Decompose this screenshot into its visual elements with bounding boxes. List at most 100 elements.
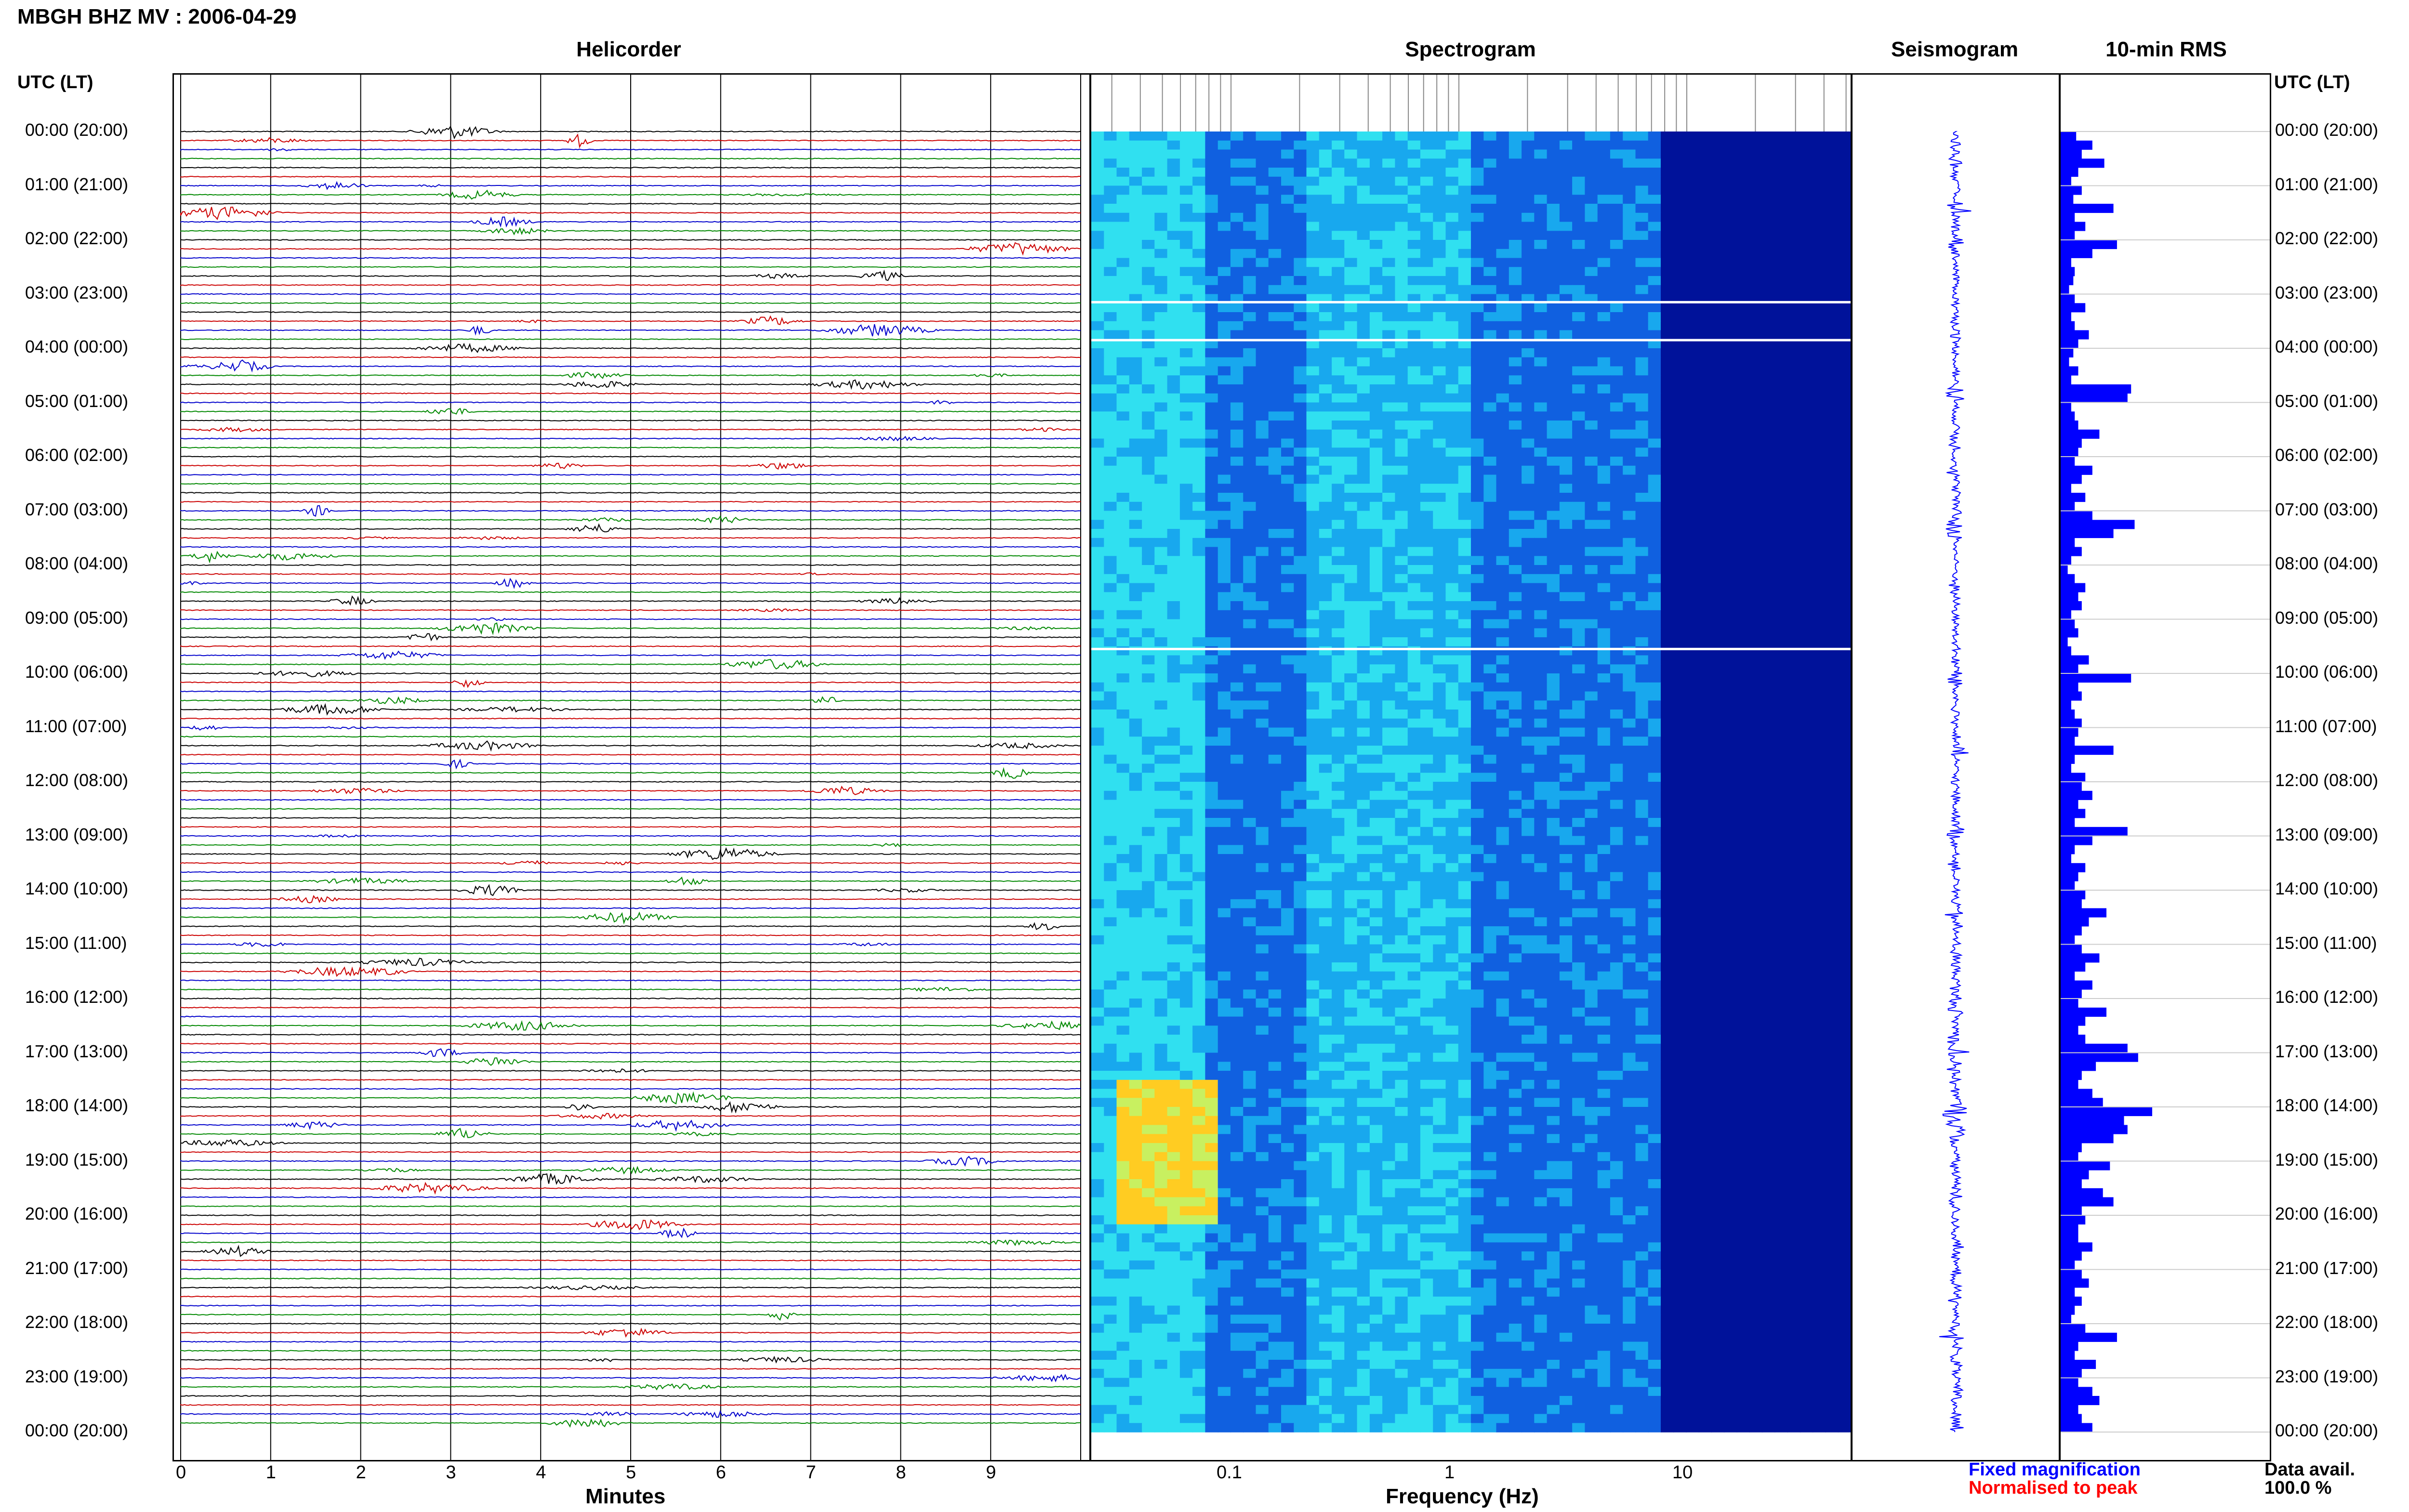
time-label-right: 00:00 (20:00) <box>2275 120 2379 140</box>
helicorder-trace <box>180 447 1081 449</box>
rms-title: 10-min RMS <box>2105 38 2227 61</box>
rms-bar <box>2061 637 2068 647</box>
helicorder-trace <box>180 216 1081 228</box>
helicorder-title: Helicorder <box>576 38 681 61</box>
helicorder-trace <box>180 942 1081 947</box>
time-label-left: 03:00 (23:00) <box>25 282 129 302</box>
helicorder-trace <box>180 1418 1081 1428</box>
helicorder-trace <box>180 1166 1081 1175</box>
time-label-right: 13:00 (09:00) <box>2275 824 2379 844</box>
helicorder-trace <box>180 717 1081 720</box>
time-label-left: 04:00 (00:00) <box>25 337 129 356</box>
rms-bar <box>2061 1360 2096 1369</box>
rms-bar <box>2061 258 2071 267</box>
time-label-right: 19:00 (15:00) <box>2275 1149 2379 1170</box>
helicorder-plot <box>180 75 1081 1460</box>
time-label-left: 22:00 (18:00) <box>25 1312 129 1332</box>
rms-bar <box>2061 321 2075 330</box>
time-label-left: 05:00 (01:00) <box>25 391 129 411</box>
rms-bar <box>2061 222 2086 231</box>
rms-bar <box>2061 1324 2086 1333</box>
time-label-right: 01:00 (21:00) <box>2275 174 2379 194</box>
spectrogram-tick-label: 1 <box>1444 1462 1455 1483</box>
helicorder-trace <box>180 435 1081 442</box>
rms-bar <box>2061 754 2075 764</box>
rms-bar <box>2061 556 2071 565</box>
rms-bar <box>2061 457 2075 466</box>
page-title: MBGH BHZ MV : 2006-04-29 <box>17 5 297 28</box>
helicorder-trace <box>180 785 1081 795</box>
helicorder-tick-label: 2 <box>356 1462 366 1483</box>
rms-bar <box>2061 818 2075 828</box>
helicorder-trace <box>180 1088 1081 1090</box>
helicorder-trace <box>180 324 1081 337</box>
helicorder-trace <box>180 1277 1081 1280</box>
rms-bar <box>2061 863 2086 872</box>
rms-bar <box>2061 168 2078 177</box>
time-label-left: 13:00 (09:00) <box>25 824 129 844</box>
rms-bar <box>2061 140 2092 150</box>
helicorder-trace <box>180 907 1081 909</box>
rms-bar <box>2061 1368 2082 1378</box>
seismogram-panel <box>1851 73 2060 1461</box>
helicorder-trace <box>180 895 1081 904</box>
helicorder-trace <box>180 1219 1081 1230</box>
helicorder-trace <box>180 1128 1081 1138</box>
helicorder-xlabel: Minutes <box>585 1485 666 1508</box>
helicorder-trace <box>180 125 1081 140</box>
helicorder-trace <box>180 206 1081 220</box>
helicorder-trace <box>180 645 1081 647</box>
rms-bar <box>2061 538 2075 547</box>
rms-bar <box>2061 1026 2078 1035</box>
helicorder-trace <box>180 617 1081 621</box>
rms-bar <box>2061 999 2078 1008</box>
rms-bar <box>2061 809 2086 818</box>
helicorder-trace <box>180 1048 1081 1057</box>
legend-fixed-magnification: Fixed magnification <box>1969 1459 2141 1480</box>
helicorder-trace <box>180 958 1081 966</box>
helicorder-trace <box>180 1214 1081 1216</box>
rms-bar <box>2061 474 2082 484</box>
time-label-right: 05:00 (01:00) <box>2275 391 2379 411</box>
helicorder-trace <box>180 1323 1081 1325</box>
helicorder-trace <box>180 1173 1081 1185</box>
helicorder-trace <box>180 578 1081 589</box>
rms-bar <box>2061 348 2074 358</box>
rms-bar <box>2061 1143 2082 1153</box>
helicorder-trace <box>180 979 1081 982</box>
helicorder-trace <box>180 515 1081 524</box>
rms-bar <box>2061 285 2069 294</box>
helicorder-trace <box>180 359 1081 373</box>
time-label-right: 12:00 (08:00) <box>2275 770 2379 790</box>
rms-bar <box>2061 402 2071 412</box>
rms-bar <box>2061 185 2082 195</box>
helicorder-tick-label: 7 <box>806 1462 816 1483</box>
rms-bar <box>2061 691 2082 701</box>
rms-bar <box>2061 836 2092 845</box>
helicorder-trace <box>180 1295 1081 1298</box>
rms-bar <box>2061 790 2092 800</box>
helicorder-trace <box>180 572 1081 576</box>
time-label-right: 22:00 (18:00) <box>2275 1312 2379 1332</box>
helicorder-trace <box>180 591 1081 593</box>
rms-bar <box>2061 601 2082 611</box>
rms-bar <box>2061 267 2075 276</box>
time-label-right: 00:00 (20:00) <box>2275 1420 2379 1440</box>
rms-bar <box>2061 1396 2100 1406</box>
spectrogram-xlabel: Frequency (Hz) <box>1386 1485 1539 1508</box>
helicorder-trace <box>180 758 1081 770</box>
rms-bar <box>2061 1233 2078 1243</box>
time-label-right: 11:00 (07:00) <box>2275 716 2377 736</box>
helicorder-trace <box>180 158 1081 160</box>
helicorder-trace <box>180 1139 1081 1147</box>
helicorder-trace <box>180 998 1081 999</box>
helicorder-trace <box>180 427 1081 433</box>
helicorder-trace <box>180 492 1081 494</box>
helicorder-trace <box>180 239 1081 241</box>
helicorder-trace <box>180 1042 1081 1045</box>
time-label-right: 17:00 (13:00) <box>2275 1041 2379 1061</box>
helicorder-trace <box>180 1068 1081 1073</box>
rms-bar <box>2061 240 2117 250</box>
time-label-left: 18:00 (14:00) <box>25 1095 129 1115</box>
helicorder-trace <box>180 284 1081 286</box>
